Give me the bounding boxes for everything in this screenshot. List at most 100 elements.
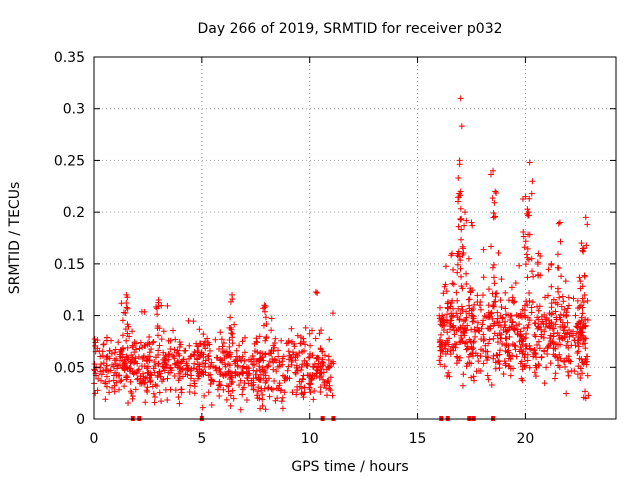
data-point [279, 405, 286, 412]
data-point [480, 331, 487, 338]
data-point [439, 339, 446, 346]
data-point [517, 344, 524, 351]
data-point [236, 342, 243, 349]
data-point [517, 360, 524, 367]
data-point [300, 394, 307, 401]
data-point [182, 347, 189, 354]
data-points [91, 95, 592, 421]
data-point [257, 377, 264, 384]
data-point [574, 349, 581, 356]
data-point [238, 369, 245, 376]
data-point [564, 305, 571, 312]
data-point [585, 392, 592, 399]
data-point [469, 312, 476, 319]
data-point [463, 314, 470, 321]
data-point [113, 355, 120, 362]
data-point [284, 367, 291, 374]
data-point [577, 278, 584, 285]
data-point [466, 305, 473, 312]
data-point [229, 340, 236, 347]
data-point [96, 348, 103, 355]
data-point [230, 395, 237, 402]
data-point [159, 363, 166, 370]
data-point [513, 322, 520, 329]
data-point [543, 314, 550, 321]
data-point [313, 373, 320, 380]
data-point [220, 349, 227, 356]
data-point [450, 266, 457, 273]
data-point [487, 323, 494, 330]
data-point [149, 339, 156, 346]
data-point [459, 285, 466, 292]
data-point [524, 302, 531, 309]
data-point [537, 252, 544, 259]
data-point [443, 288, 450, 295]
data-point [321, 382, 328, 389]
data-point [319, 362, 326, 369]
data-point [311, 387, 318, 394]
data-point [259, 391, 266, 398]
data-point [479, 292, 486, 299]
data-point [298, 364, 305, 371]
data-point [454, 261, 461, 268]
y-axis-label: SRMTID / TECUs [7, 182, 23, 295]
data-point [204, 335, 211, 342]
data-point [486, 314, 493, 321]
data-point [291, 343, 298, 350]
data-point [503, 311, 510, 318]
data-point [239, 353, 246, 360]
data-point [524, 324, 531, 331]
data-point [512, 279, 519, 286]
data-point [165, 369, 172, 376]
data-point [280, 372, 287, 379]
data-point [213, 354, 220, 361]
data-point [250, 356, 257, 363]
data-point [457, 205, 464, 212]
data-point [506, 333, 513, 340]
data-point [516, 348, 523, 355]
data-point [541, 380, 548, 387]
data-point [505, 297, 512, 304]
data-point [125, 400, 132, 407]
data-point [444, 337, 451, 344]
data-point [219, 359, 226, 366]
data-point [148, 346, 155, 353]
data-point [197, 340, 204, 347]
data-point [224, 382, 231, 389]
data-point [447, 347, 454, 354]
data-point [449, 280, 456, 287]
data-point [554, 251, 561, 258]
data-point [121, 366, 128, 373]
data-point [563, 309, 570, 316]
data-point [479, 321, 486, 328]
data-point [496, 330, 503, 337]
data-point [154, 311, 161, 318]
data-point [328, 360, 335, 367]
data-point [151, 393, 158, 400]
data-point [538, 353, 545, 360]
data-point [485, 376, 492, 383]
data-point [461, 328, 468, 335]
data-point [480, 360, 487, 367]
data-point [441, 363, 448, 370]
data-point [458, 123, 465, 130]
data-point [526, 317, 533, 324]
data-point [177, 341, 184, 348]
data-point [526, 290, 533, 297]
data-point [265, 350, 272, 357]
data-point [275, 353, 282, 360]
data-point [496, 365, 503, 372]
data-point [258, 387, 265, 394]
data-point [250, 367, 257, 374]
data-point [570, 295, 577, 302]
data-point [526, 364, 533, 371]
data-point [132, 386, 139, 393]
data-point [272, 397, 279, 404]
data-point [524, 351, 531, 358]
data-point [503, 329, 510, 335]
data-point [307, 389, 314, 396]
data-point [526, 195, 533, 202]
data-point [463, 339, 470, 346]
data-point [227, 402, 234, 409]
